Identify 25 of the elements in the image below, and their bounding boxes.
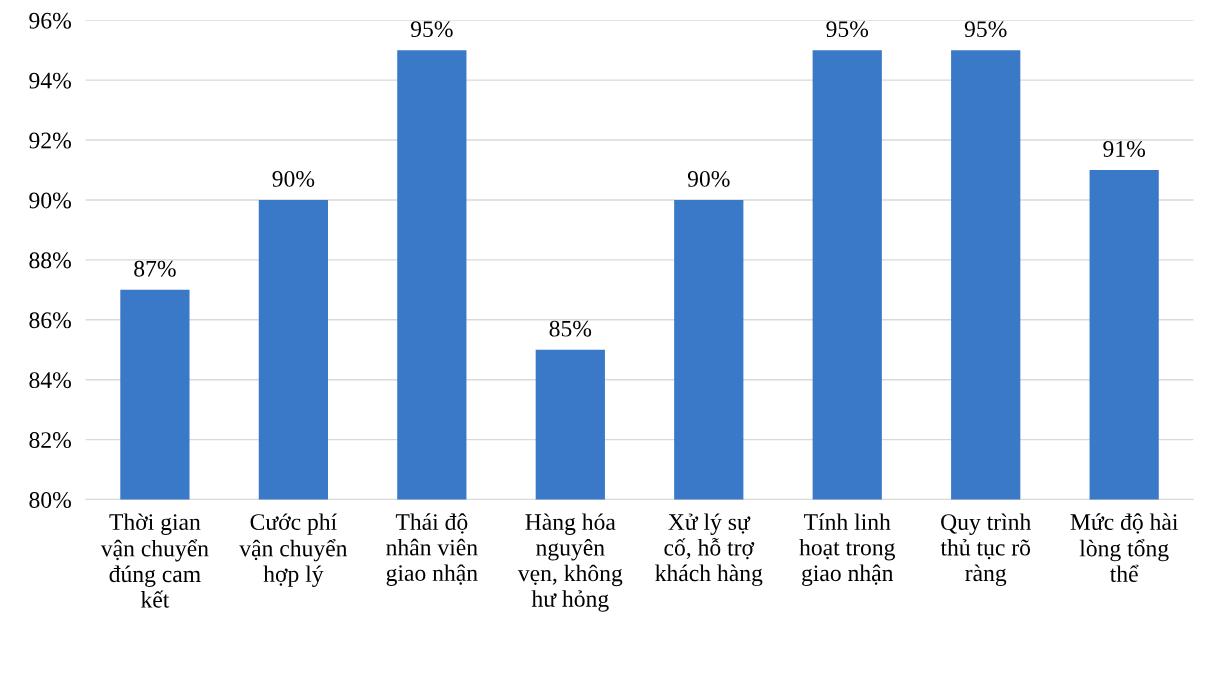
- y-tick-label: 88%: [29, 252, 71, 269]
- x-tick-label: Hàng hóa nguyên vẹn, không hư hỏng: [517, 513, 623, 612]
- y-tick-label: 86%: [29, 312, 71, 329]
- x-tick-label: Cước phí vận chuyển hợp lý: [239, 513, 348, 587]
- y-tick-label: 90%: [29, 192, 71, 209]
- data-label: 95%: [410, 21, 453, 38]
- y-tick-label: 92%: [29, 132, 71, 149]
- y-tick-label: 82%: [29, 432, 71, 449]
- y-tick-label: 84%: [29, 372, 71, 389]
- x-tick-label: Thời gian vận chuyển đúng cam kết: [100, 513, 209, 608]
- y-tick-label: 96%: [29, 12, 71, 29]
- x-tick-label: Mức độ hài lòng tổng thể: [1070, 513, 1178, 582]
- data-label: 90%: [272, 170, 315, 187]
- data-label: 91%: [1103, 140, 1145, 157]
- x-tick-label: Xử lý sự cố, hỗ trợ khách hàng: [655, 513, 763, 587]
- data-label: 85%: [549, 320, 592, 337]
- x-tick-label: Quy trình thủ tục rõ ràng: [940, 513, 1031, 587]
- data-label: 87%: [134, 260, 176, 277]
- data-label: 95%: [826, 21, 869, 38]
- data-label: 90%: [687, 170, 730, 187]
- x-tick-label: Tính linh hoạt trong giao nhận: [799, 513, 895, 587]
- x-tick-label: Thái độ nhân viên giao nhận: [386, 513, 478, 586]
- y-tick-label: 94%: [29, 72, 71, 89]
- y-tick-label: 80%: [29, 491, 71, 508]
- data-label: 95%: [964, 21, 1007, 38]
